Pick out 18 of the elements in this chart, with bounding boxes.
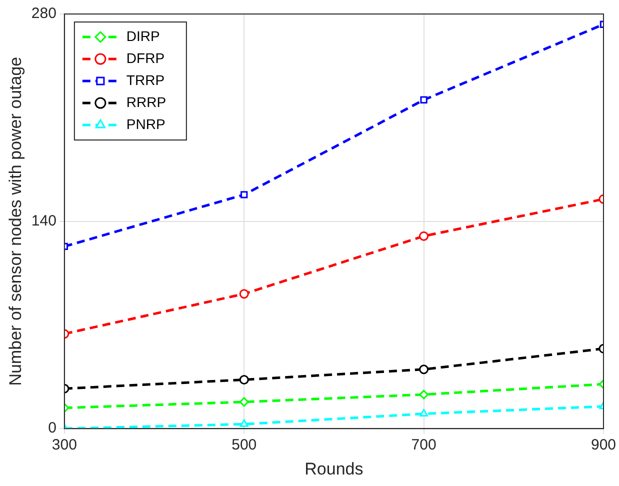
- y-tick-label: 0: [48, 420, 56, 437]
- point: [420, 96, 428, 104]
- legend-label: TRRP: [126, 72, 165, 88]
- legend-label: DFRP: [126, 50, 165, 66]
- legend-label: DIRP: [126, 28, 160, 44]
- legend-label: RRRP: [126, 94, 166, 110]
- point: [240, 191, 248, 198]
- y-tick-label: 280: [31, 5, 56, 22]
- x-tick-label: 700: [411, 436, 436, 454]
- point: [240, 419, 248, 427]
- legend-label: PNRP: [126, 116, 166, 132]
- point: [420, 409, 428, 417]
- y-axis-title: Number of sensor nodes with power outage: [6, 56, 25, 386]
- x-axis-title: Rounds: [304, 459, 364, 478]
- x-tick-label: 300: [52, 436, 77, 454]
- y-tick-label: 140: [31, 212, 56, 230]
- x-tick-label: 500: [232, 436, 257, 454]
- x-tick-label: 900: [590, 436, 616, 454]
